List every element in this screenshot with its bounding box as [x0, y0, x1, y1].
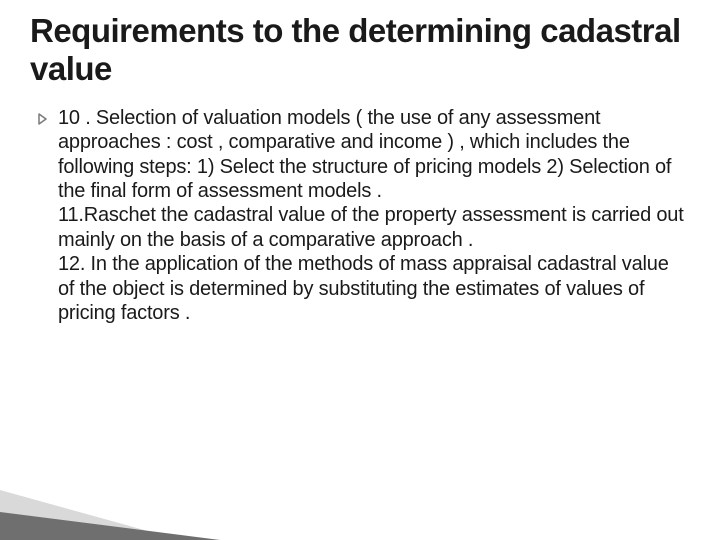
slide-title: Requirements to the determining cadastra…	[30, 12, 690, 88]
bullet-icon	[38, 113, 48, 125]
corner-decoration	[0, 470, 260, 540]
body-text: 10 . Selection of valuation models ( the…	[58, 106, 690, 326]
slide: Requirements to the determining cadastra…	[0, 0, 720, 325]
content-row: 10 . Selection of valuation models ( the…	[30, 106, 690, 326]
